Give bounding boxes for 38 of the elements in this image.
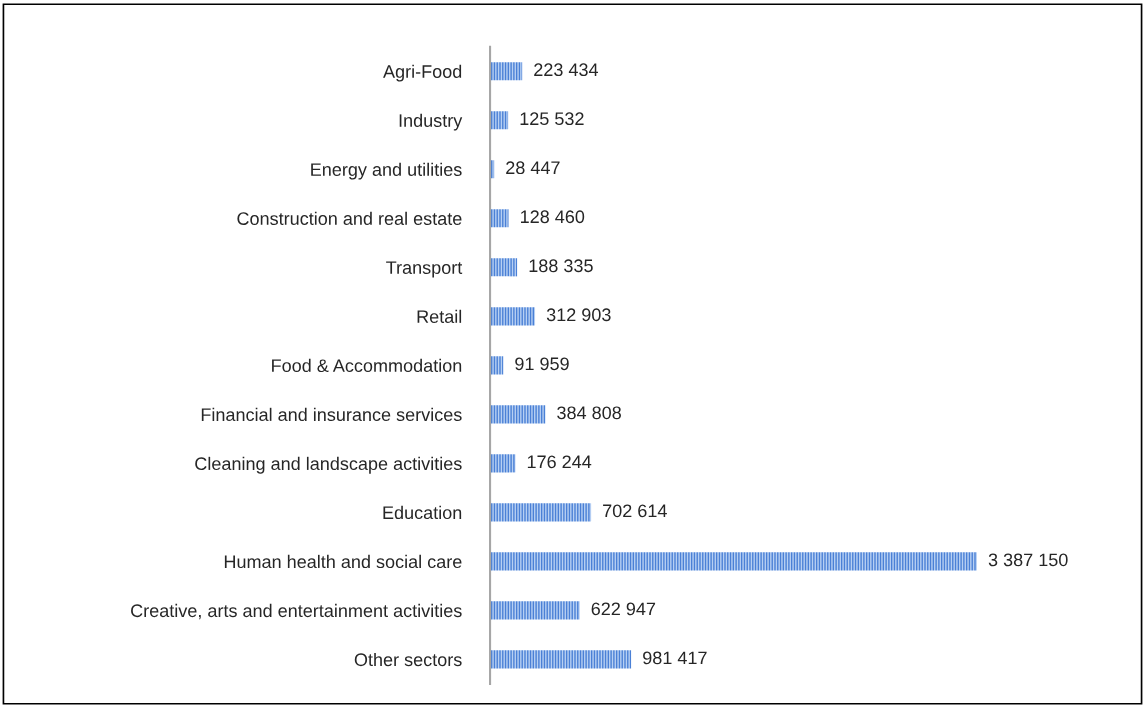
bar <box>490 307 536 326</box>
y-tick-label: Human health and social care <box>224 554 462 569</box>
bar <box>490 405 546 424</box>
data-label: 176 244 <box>527 455 592 469</box>
bar <box>490 62 523 81</box>
y-tick-label: Other sectors <box>354 652 462 667</box>
y-tick-label: Cleaning and landscape activities <box>195 456 462 474</box>
data-label: 622 947 <box>591 602 656 616</box>
y-tick-label: Creative, arts and entertainment activities <box>131 603 462 620</box>
y-tick-label: Education <box>383 505 462 520</box>
bar <box>490 209 509 228</box>
data-label: 312 903 <box>546 308 611 322</box>
bar <box>490 503 592 522</box>
bar <box>490 601 580 620</box>
y-tick-label: Industry <box>399 113 463 131</box>
y-tick-label: Construction and real estate <box>237 211 462 225</box>
bar <box>490 258 518 277</box>
data-label: 3 387 150 <box>988 553 1068 567</box>
data-label: 91 959 <box>515 357 569 371</box>
data-label: 384 808 <box>557 406 621 420</box>
data-label: 128 460 <box>521 210 585 224</box>
data-label: 702 614 <box>603 504 667 518</box>
bar <box>490 111 509 130</box>
y-tick-label: Energy and utilities <box>311 162 462 180</box>
y-tick-label: Transport <box>386 261 463 278</box>
data-label: 223 434 <box>534 63 599 77</box>
bar <box>490 650 632 669</box>
data-label: 28 447 <box>506 161 560 175</box>
bar <box>490 356 504 375</box>
y-tick-label: Food & Accommodation <box>272 358 462 373</box>
data-label: 188 335 <box>529 259 593 273</box>
y-tick-label: Retail <box>417 309 462 324</box>
bar <box>490 552 977 571</box>
data-label: 125 532 <box>520 112 584 126</box>
bar <box>490 454 516 473</box>
y-tick-label: Financial and insurance services <box>201 407 462 422</box>
y-tick-label: Agri-Food <box>383 64 462 82</box>
data-label: 981 417 <box>643 651 707 665</box>
